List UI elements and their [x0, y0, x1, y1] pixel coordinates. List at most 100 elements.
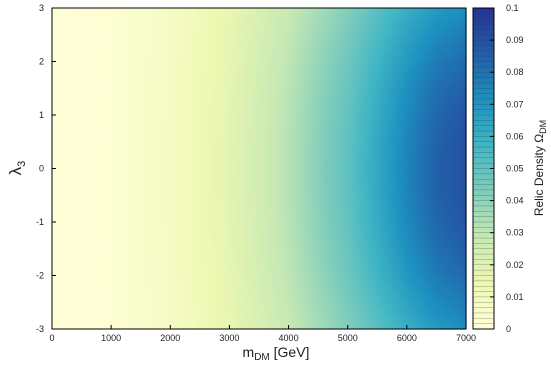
heatmap-cell	[52, 296, 56, 303]
heatmap-cell	[84, 136, 89, 143]
heatmap-cell	[409, 286, 414, 293]
heatmap-cell	[267, 222, 272, 228]
heatmap-cell	[344, 227, 349, 234]
heatmap-cell	[324, 318, 328, 325]
heatmap-cell	[294, 302, 299, 309]
heatmap-cell	[412, 238, 417, 244]
heatmap-cell	[164, 254, 168, 261]
heatmap-cell	[329, 200, 334, 207]
heatmap-cell	[193, 195, 198, 202]
heatmap-cell	[377, 200, 381, 207]
heatmap-cell	[439, 243, 443, 250]
heatmap-cell	[285, 195, 290, 202]
heatmap-cell	[211, 254, 216, 261]
heatmap-cell	[315, 254, 319, 261]
heatmap-cell	[244, 312, 248, 319]
heatmap-cell	[214, 157, 219, 164]
heatmap-cell	[329, 291, 334, 298]
heatmap-cell	[108, 141, 112, 148]
heatmap-cell	[96, 286, 100, 293]
heatmap-cell	[324, 312, 328, 319]
heatmap-cell	[185, 205, 189, 212]
heatmap-cell	[415, 195, 420, 202]
heatmap-cell	[164, 248, 168, 255]
heatmap-cell	[332, 152, 337, 159]
heatmap-cell	[321, 232, 325, 239]
heatmap-cell	[371, 296, 375, 303]
heatmap-cell	[205, 270, 210, 277]
heatmap-cell	[99, 264, 103, 271]
heatmap-cell	[365, 157, 370, 164]
heatmap-cell	[312, 307, 316, 314]
heatmap-cell	[232, 152, 236, 159]
heatmap-cell	[424, 302, 429, 309]
heatmap-cell	[344, 318, 349, 325]
heatmap-cell	[395, 179, 399, 186]
heatmap-cell	[397, 195, 402, 202]
heatmap-cell	[164, 270, 168, 277]
heatmap-cell	[454, 264, 458, 271]
heatmap-cell	[173, 259, 177, 266]
heatmap-cell	[193, 222, 198, 228]
heatmap-cell	[368, 189, 372, 196]
heatmap-cell	[315, 323, 319, 330]
heatmap-cell	[261, 318, 266, 325]
heatmap-cell	[389, 270, 393, 277]
heatmap-cell	[120, 232, 124, 239]
heatmap-cell	[125, 227, 130, 234]
heatmap-cell	[442, 318, 446, 325]
heatmap-cell	[253, 318, 257, 325]
heatmap-cell	[232, 157, 236, 164]
heatmap-cell	[99, 152, 103, 159]
heatmap-cell	[341, 232, 346, 239]
heatmap-cell	[412, 232, 417, 239]
heatmap-cell	[356, 318, 361, 325]
heatmap-cell	[288, 157, 293, 164]
heatmap-cell	[430, 189, 435, 196]
heatmap-cell	[312, 296, 316, 303]
heatmap-cell	[188, 173, 192, 180]
heatmap-cell	[164, 216, 168, 223]
heatmap-cell	[134, 254, 139, 261]
heatmap-cell	[353, 184, 358, 191]
heatmap-cell	[111, 275, 115, 282]
heatmap-cell	[137, 248, 142, 255]
heatmap-cell	[193, 291, 198, 298]
heatmap-cell	[114, 318, 118, 325]
heatmap-cell	[108, 312, 112, 319]
heatmap-cell	[176, 216, 180, 223]
heatmap-cell	[161, 280, 165, 287]
heatmap-cell	[267, 318, 272, 325]
heatmap-cell	[448, 152, 452, 159]
heatmap-cell	[125, 211, 130, 218]
heatmap-cell	[52, 211, 56, 218]
heatmap-cell	[374, 189, 378, 196]
heatmap-cell	[238, 291, 242, 298]
heatmap-cell	[155, 270, 160, 277]
heatmap-cell	[60, 291, 65, 298]
heatmap-cell	[214, 270, 219, 277]
heatmap-cell	[392, 195, 396, 202]
heatmap-cell	[374, 211, 378, 218]
heatmap-cell	[273, 216, 278, 223]
heatmap-cell	[241, 243, 245, 250]
heatmap-cell	[282, 195, 287, 202]
heatmap-cell	[232, 243, 236, 250]
heatmap-cell	[185, 147, 189, 154]
heatmap-cell	[400, 147, 405, 154]
heatmap-cell	[418, 280, 423, 287]
heatmap-cell	[377, 179, 381, 186]
heatmap-cell	[235, 179, 239, 186]
heatmap-cell	[442, 323, 446, 330]
heatmap-cell	[223, 232, 228, 239]
heatmap-cell	[463, 302, 467, 309]
heatmap-cell	[264, 184, 269, 191]
heatmap-cell	[241, 200, 245, 207]
heatmap-cell	[412, 280, 417, 287]
heatmap-cell	[380, 168, 384, 175]
heatmap-cell	[285, 291, 290, 298]
heatmap-cell	[427, 205, 432, 212]
heatmap-cell	[167, 184, 171, 191]
heatmap-cell	[309, 286, 313, 293]
heatmap-cell	[442, 173, 446, 180]
